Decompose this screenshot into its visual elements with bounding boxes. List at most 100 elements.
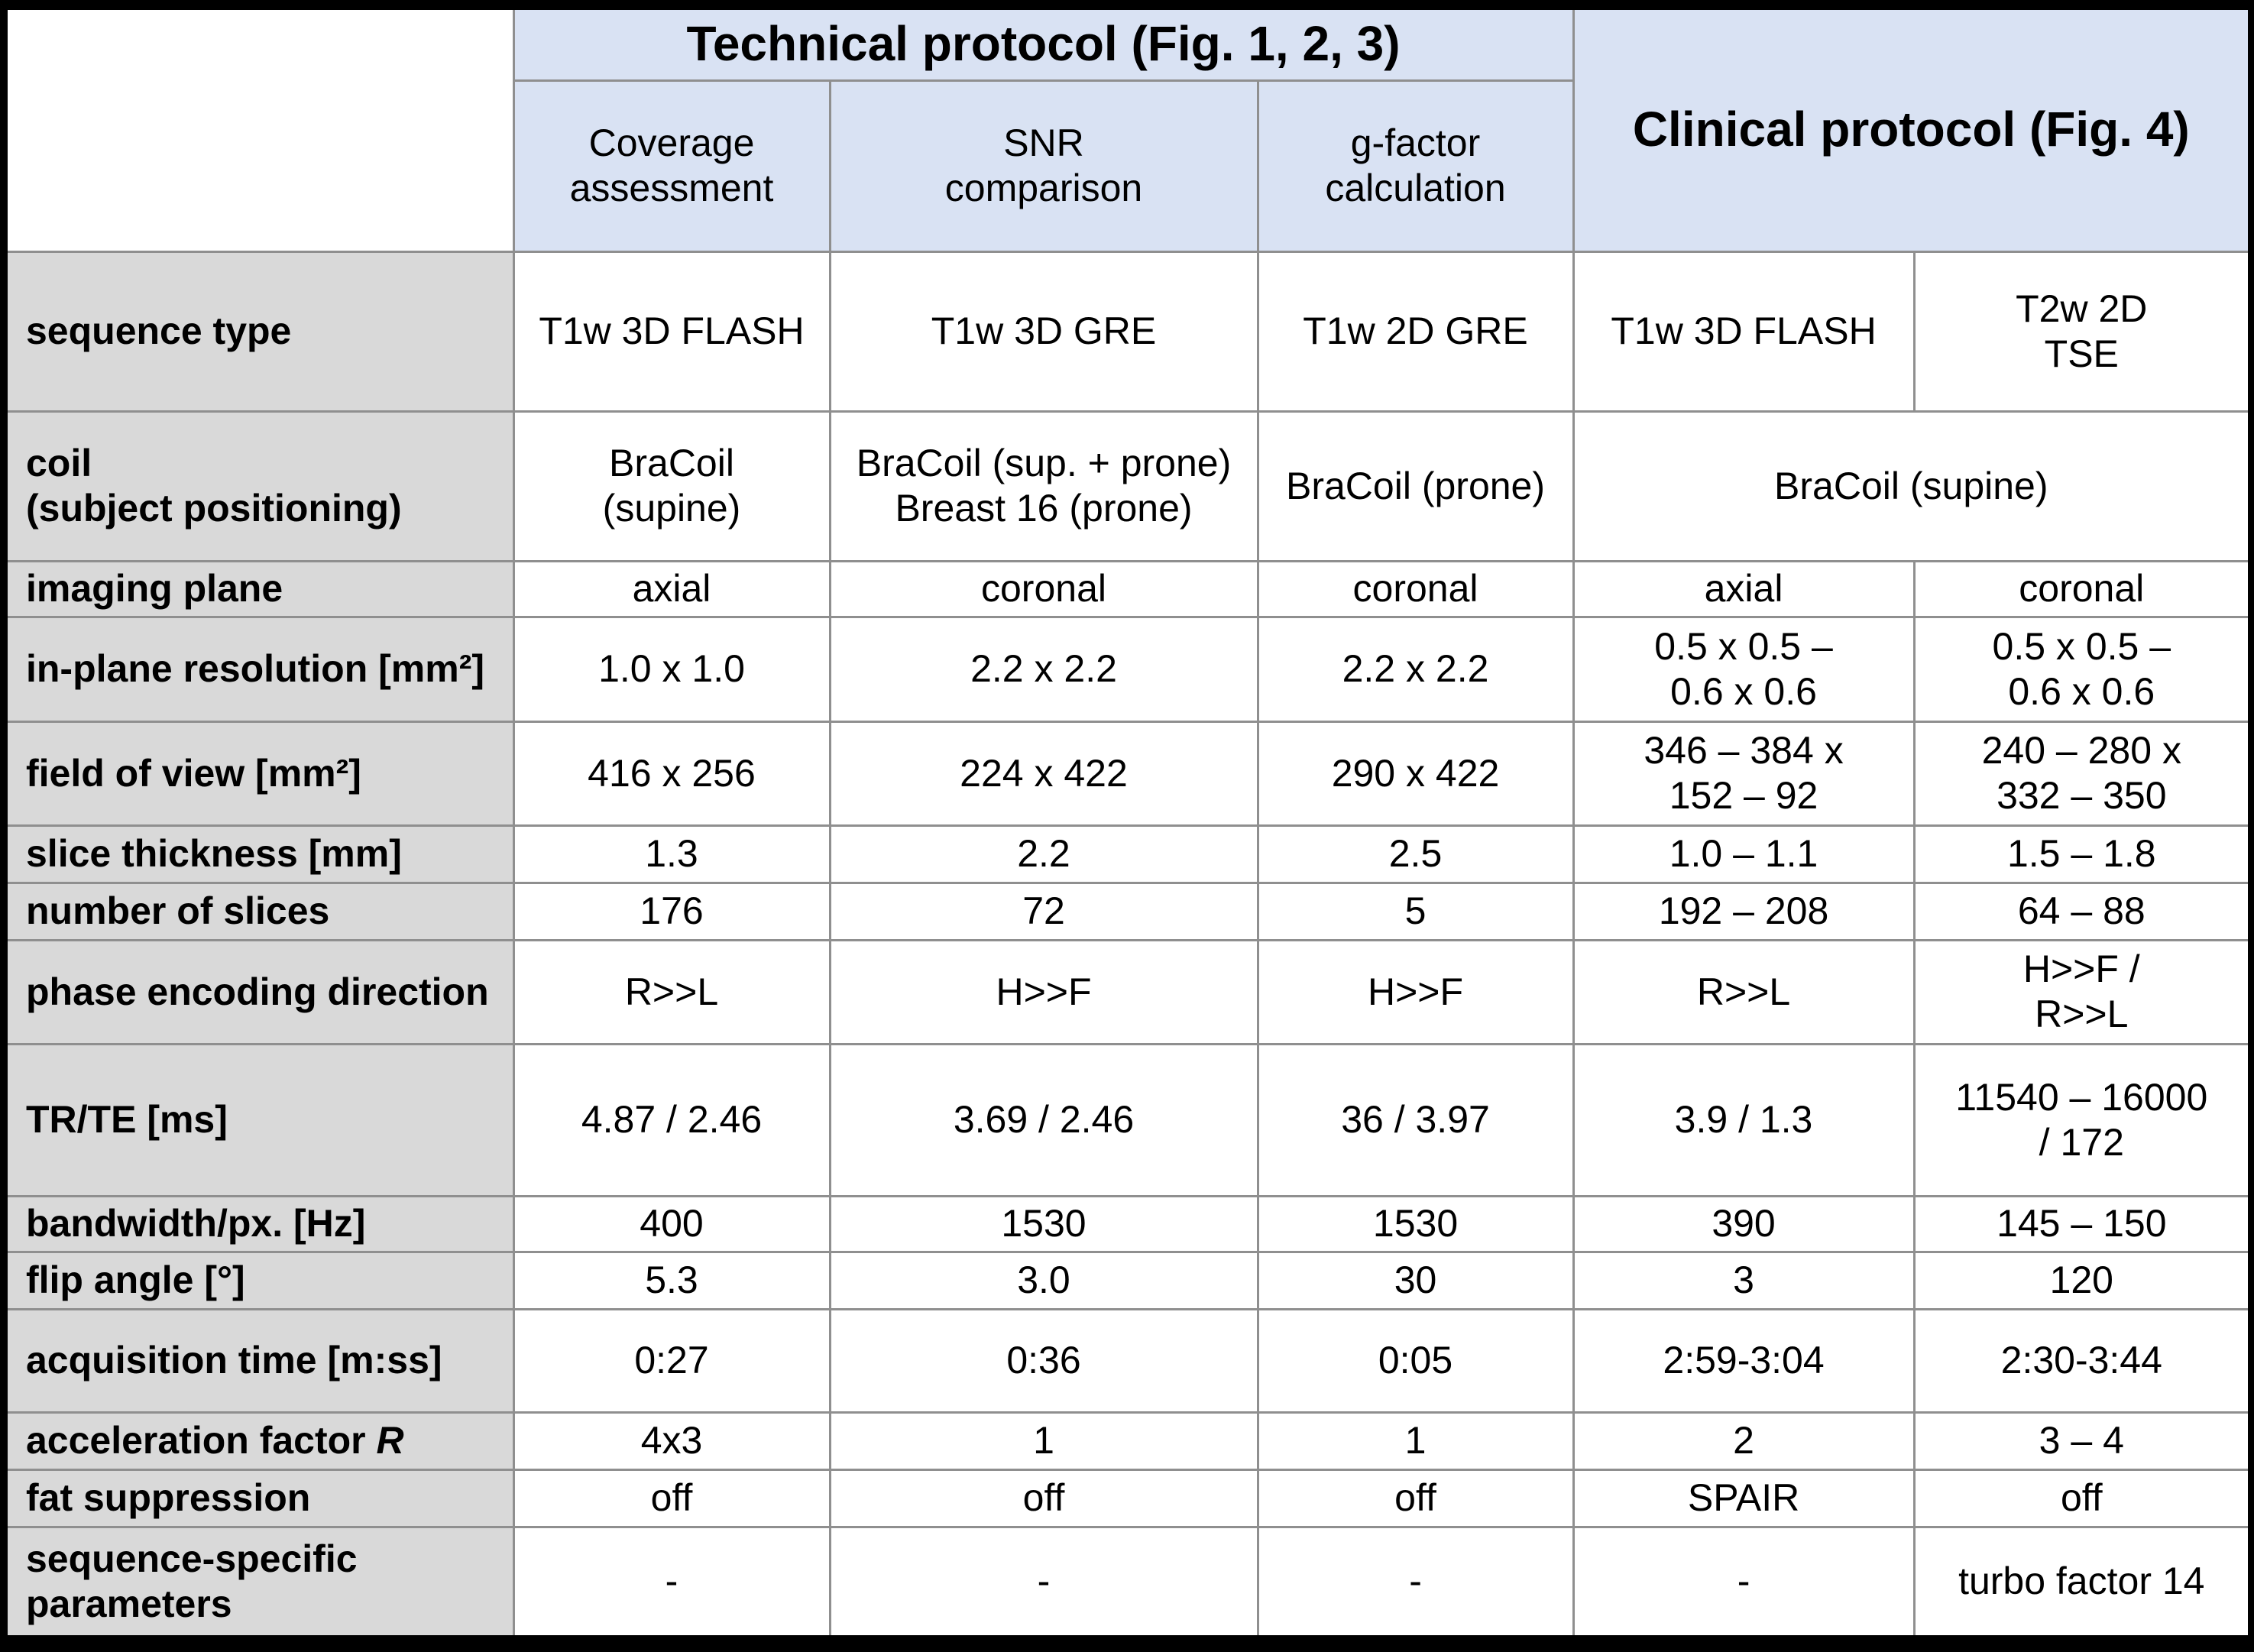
cell: BraCoil (supine) — [512, 410, 831, 562]
row-label: acquisition time [m:ss] — [6, 1307, 515, 1414]
subheader-g-factor-calculation: g-factor calculation — [1256, 79, 1575, 253]
cell: 2.2 x 2.2 — [828, 615, 1259, 723]
protocol-table-frame: Technical protocol (Fig. 1, 2, 3) Clinic… — [6, 8, 2249, 1637]
row-coil: coil (subject positioning) BraCoil (supi… — [6, 410, 2249, 562]
cell: off — [1256, 1468, 1575, 1528]
cell: turbo factor 14 — [1912, 1525, 2249, 1637]
row-sequence-specific-parameters: sequence-specific parameters - - - - tur… — [6, 1525, 2249, 1637]
cell: - — [828, 1525, 1259, 1637]
cell: 1530 — [828, 1194, 1259, 1253]
cell: 2.5 — [1256, 824, 1575, 884]
row-label: flip angle [°] — [6, 1250, 515, 1310]
cell: 4x3 — [512, 1411, 831, 1471]
cell: off — [512, 1468, 831, 1528]
cell: 240 – 280 x 332 – 350 — [1912, 720, 2249, 827]
cell-merged: BraCoil (supine) — [1572, 410, 2249, 562]
row-in-plane-resolution: in-plane resolution [mm²] 1.0 x 1.0 2.2 … — [6, 615, 2249, 723]
cell: 1 — [828, 1411, 1259, 1471]
row-label: slice thickness [mm] — [6, 824, 515, 884]
cell: 1.5 – 1.8 — [1912, 824, 2249, 884]
cell: T1w 3D FLASH — [512, 250, 831, 413]
cell: 0:27 — [512, 1307, 831, 1414]
cell: H>>F — [1256, 938, 1575, 1045]
cell: 3.69 / 2.46 — [828, 1042, 1259, 1197]
cell: 0.5 x 0.5 – 0.6 x 0.6 — [1572, 615, 1916, 723]
row-label: in-plane resolution [mm²] — [6, 615, 515, 723]
row-tr-te: TR/TE [ms] 4.87 / 2.46 3.69 / 2.46 36 / … — [6, 1042, 2249, 1197]
cell: 1.0 – 1.1 — [1572, 824, 1916, 884]
cell: SPAIR — [1572, 1468, 1916, 1528]
cell: coronal — [1256, 559, 1575, 618]
row-label: sequence-specific parameters — [6, 1525, 515, 1637]
cell: 192 – 208 — [1572, 881, 1916, 941]
row-sequence-type: sequence type T1w 3D FLASH T1w 3D GRE T1… — [6, 250, 2249, 413]
header-row-groups: Technical protocol (Fig. 1, 2, 3) Clinic… — [6, 8, 2249, 253]
row-label: bandwidth/px. [Hz] — [6, 1194, 515, 1253]
cell: 120 — [1912, 1250, 2249, 1310]
cell: - — [1256, 1525, 1575, 1637]
cell: 72 — [828, 881, 1259, 941]
cell: 2.2 — [828, 824, 1259, 884]
row-fat-suppression: fat suppression off off off SPAIR off — [6, 1468, 2249, 1528]
cell: 64 – 88 — [1912, 881, 2249, 941]
row-label-text: acceleration factor — [26, 1419, 377, 1462]
row-flip-angle: flip angle [°] 5.3 3.0 30 3 120 — [6, 1250, 2249, 1310]
cell: 2:59-3:04 — [1572, 1307, 1916, 1414]
cell: 36 / 3.97 — [1256, 1042, 1575, 1197]
row-label: field of view [mm²] — [6, 720, 515, 827]
row-label: imaging plane — [6, 559, 515, 618]
clinical-protocol-header: Clinical protocol (Fig. 4) — [1572, 8, 2249, 253]
cell: 390 — [1572, 1194, 1916, 1253]
row-field-of-view: field of view [mm²] 416 x 256 224 x 422 … — [6, 720, 2249, 827]
row-slice-thickness: slice thickness [mm] 1.3 2.2 2.5 1.0 – 1… — [6, 824, 2249, 884]
cell: H>>F / R>>L — [1912, 938, 2249, 1045]
cell: 290 x 422 — [1256, 720, 1575, 827]
cell: 5 — [1256, 881, 1575, 941]
cell: 416 x 256 — [512, 720, 831, 827]
cell: 2 — [1572, 1411, 1916, 1471]
cell: BraCoil (sup. + prone) Breast 16 (prone) — [828, 410, 1259, 562]
header-row-subcolumns: Coverage assessment SNR comparison g-fac… — [8, 79, 2248, 253]
subheader-coverage-assessment: Coverage assessment — [512, 79, 831, 253]
cell: 3 — [1572, 1250, 1916, 1310]
corner-cell — [6, 8, 515, 253]
cell: 1.0 x 1.0 — [512, 615, 831, 723]
row-label: sequence type — [6, 250, 515, 413]
cell: 2.2 x 2.2 — [1256, 615, 1575, 723]
cell: R>>L — [1572, 938, 1916, 1045]
cell: 145 – 150 — [1912, 1194, 2249, 1253]
cell: 3.0 — [828, 1250, 1259, 1310]
cell: T2w 2D TSE — [1912, 250, 2249, 413]
cell: 2:30-3:44 — [1912, 1307, 2249, 1414]
row-acquisition-time: acquisition time [m:ss] 0:27 0:36 0:05 2… — [6, 1307, 2249, 1414]
cell: BraCoil (prone) — [1256, 410, 1575, 562]
row-label: number of slices — [6, 881, 515, 941]
row-number-of-slices: number of slices 176 72 5 192 – 208 64 –… — [6, 881, 2249, 941]
row-imaging-plane: imaging plane axial coronal coronal axia… — [6, 559, 2249, 618]
cell: - — [512, 1525, 831, 1637]
cell: 0:36 — [828, 1307, 1259, 1414]
row-label: fat suppression — [6, 1468, 515, 1528]
cell: 5.3 — [512, 1250, 831, 1310]
cell: 176 — [512, 881, 831, 941]
cell: off — [1912, 1468, 2249, 1528]
row-label-italic-r: R — [376, 1419, 404, 1462]
cell: 0.5 x 0.5 – 0.6 x 0.6 — [1912, 615, 2249, 723]
row-acceleration-factor: acceleration factor R 4x3 1 1 2 3 – 4 — [6, 1411, 2249, 1471]
row-label: TR/TE [ms] — [6, 1042, 515, 1197]
cell: 400 — [512, 1194, 831, 1253]
row-phase-encoding-direction: phase encoding direction R>>L H>>F H>>F … — [6, 938, 2249, 1045]
mri-protocol-table: Technical protocol (Fig. 1, 2, 3) Clinic… — [6, 8, 2249, 1637]
cell: 1.3 — [512, 824, 831, 884]
cell: T1w 3D FLASH — [1572, 250, 1916, 413]
cell: 224 x 422 — [828, 720, 1259, 827]
cell: 0:05 — [1256, 1307, 1575, 1414]
row-label: acceleration factor R — [6, 1411, 515, 1471]
cell: 346 – 384 x 152 – 92 — [1572, 720, 1916, 827]
cell: coronal — [828, 559, 1259, 618]
row-label: phase encoding direction — [6, 938, 515, 1045]
cell: axial — [1572, 559, 1916, 618]
row-bandwidth: bandwidth/px. [Hz] 400 1530 1530 390 145… — [6, 1194, 2249, 1253]
cell: 30 — [1256, 1250, 1575, 1310]
cell: T1w 2D GRE — [1256, 250, 1575, 413]
